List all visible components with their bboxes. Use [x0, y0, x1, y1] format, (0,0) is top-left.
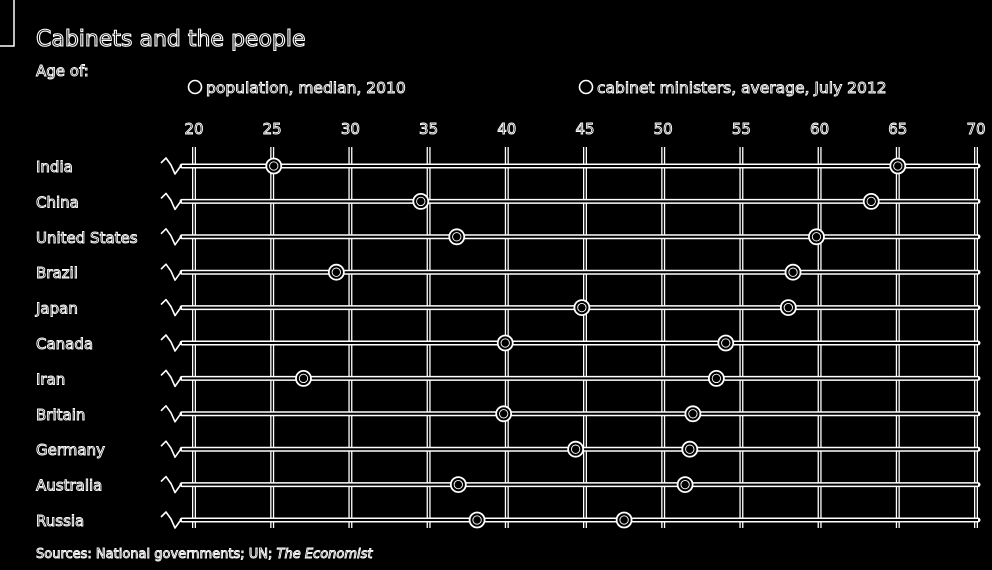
legend-marker-cabinet: [578, 79, 594, 95]
row-brazil: Brazil: [36, 263, 981, 283]
legend-label-population: population, median, 2010: [206, 79, 406, 97]
marker-inner-population-britain: [499, 409, 509, 419]
marker-inner-population-india: [269, 161, 279, 171]
marker-inner-population-japan: [577, 302, 587, 313]
marker-inner-cabinet-brazil: [788, 267, 798, 277]
x-tick-label-20: 20: [184, 120, 203, 138]
source-italic: The Economist: [277, 547, 374, 562]
marker-inner-population-russia: [472, 515, 482, 525]
x-axis-ticks: 20 25 30 35 40 45 50 55 60 65 70: [184, 120, 986, 139]
marker-inner-cabinet-canada: [721, 338, 731, 348]
marker-population-japan: [573, 299, 591, 317]
x-tick-label-40: 40: [497, 120, 516, 138]
row-india: India: [36, 157, 981, 176]
x-tick-label-30: 30: [341, 120, 360, 138]
row-russia: Russia: [36, 511, 981, 530]
category-label-india: India: [36, 158, 73, 176]
marker-cabinet-russia: [615, 511, 633, 529]
marker-population-iran: [295, 369, 312, 387]
row-japan: Japan: [35, 298, 981, 318]
chart-subtitle: Age of:: [36, 62, 89, 80]
x-tick-label-60: 60: [810, 120, 829, 138]
x-tick-label-45: 45: [575, 120, 594, 138]
x-tick-label-70: 70: [966, 120, 985, 138]
marker-inner-population-canada: [500, 338, 510, 348]
row-australia: Australia: [36, 475, 981, 495]
row-united-states: United States: [36, 228, 981, 247]
category-label-united-states: United States: [36, 229, 138, 247]
category-label-russia: Russia: [36, 512, 84, 530]
marker-population-germany: [567, 440, 585, 458]
category-label-germany: Germany: [36, 441, 105, 459]
marker-cabinet-united-states: [808, 228, 825, 246]
category-label-australia: Australia: [36, 477, 102, 495]
corner-mark: [0, 0, 15, 47]
marker-cabinet-brazil: [784, 263, 802, 281]
gridlines: [192, 147, 978, 528]
row-canada: Canada: [36, 334, 981, 353]
legend-marker-population: [187, 79, 203, 95]
x-tick-label-35: 35: [419, 120, 438, 138]
legend-label-cabinet: cabinet ministers, average, July 2012: [597, 79, 887, 97]
legend: population, median, 2010 cabinet ministe…: [187, 79, 887, 97]
marker-cabinet-china: [862, 192, 880, 210]
row-britain: Britain: [36, 405, 981, 424]
x-tick-label-50: 50: [654, 120, 673, 138]
marker-inner-cabinet-china: [866, 196, 876, 207]
category-label-britain: Britain: [36, 406, 85, 424]
marker-population-britain: [495, 405, 513, 423]
marker-population-australia: [449, 476, 467, 494]
category-label-china: China: [36, 193, 79, 211]
marker-inner-cabinet-united-states: [811, 232, 822, 242]
marker-inner-population-china: [416, 196, 426, 207]
marker-cabinet-canada: [717, 334, 735, 352]
marker-cabinet-germany: [681, 440, 699, 458]
marker-cabinet-australia: [676, 476, 694, 494]
source-prefix: Sources: National governments; UN;: [36, 547, 277, 562]
marker-inner-cabinet-india: [893, 161, 903, 171]
marker-inner-cabinet-germany: [685, 444, 695, 454]
marker-inner-population-australia: [453, 479, 463, 490]
x-tick-label-55: 55: [732, 120, 751, 138]
marker-inner-population-iran: [298, 373, 309, 384]
marker-cabinet-iran: [707, 369, 725, 387]
marker-cabinet-japan: [779, 299, 797, 317]
x-tick-label-65: 65: [888, 120, 907, 138]
category-label-iran: Iran: [36, 370, 65, 388]
marker-population-brazil: [327, 263, 345, 281]
category-label-brazil: Brazil: [36, 264, 78, 282]
marker-population-russia: [468, 511, 486, 529]
marker-inner-population-brazil: [331, 267, 341, 277]
row-china: China: [36, 192, 981, 212]
marker-population-china: [412, 192, 430, 210]
marker-population-india: [265, 157, 283, 175]
marker-population-united-states: [448, 228, 466, 246]
row-iran: Iran: [36, 369, 981, 389]
marker-cabinet-india: [889, 157, 907, 175]
data-rows: India China United States Brazil Japan Canada…: [35, 157, 981, 530]
chart-title: Cabinets and the people: [36, 27, 306, 52]
marker-inner-cabinet-japan: [783, 302, 793, 313]
marker-inner-cabinet-russia: [619, 515, 629, 525]
marker-inner-population-germany: [570, 444, 581, 454]
category-label-canada: Canada: [36, 335, 93, 353]
marker-inner-cabinet-iran: [711, 373, 722, 384]
row-germany: Germany: [36, 440, 981, 460]
category-label-japan: Japan: [35, 300, 78, 318]
marker-inner-population-united-states: [452, 232, 462, 242]
x-tick-label-25: 25: [263, 120, 282, 138]
marker-population-canada: [496, 334, 514, 352]
marker-cabinet-britain: [684, 405, 702, 423]
marker-inner-cabinet-britain: [688, 409, 698, 419]
marker-inner-cabinet-australia: [680, 479, 690, 490]
source-note: Sources: National governments; UN; The E…: [36, 547, 373, 562]
